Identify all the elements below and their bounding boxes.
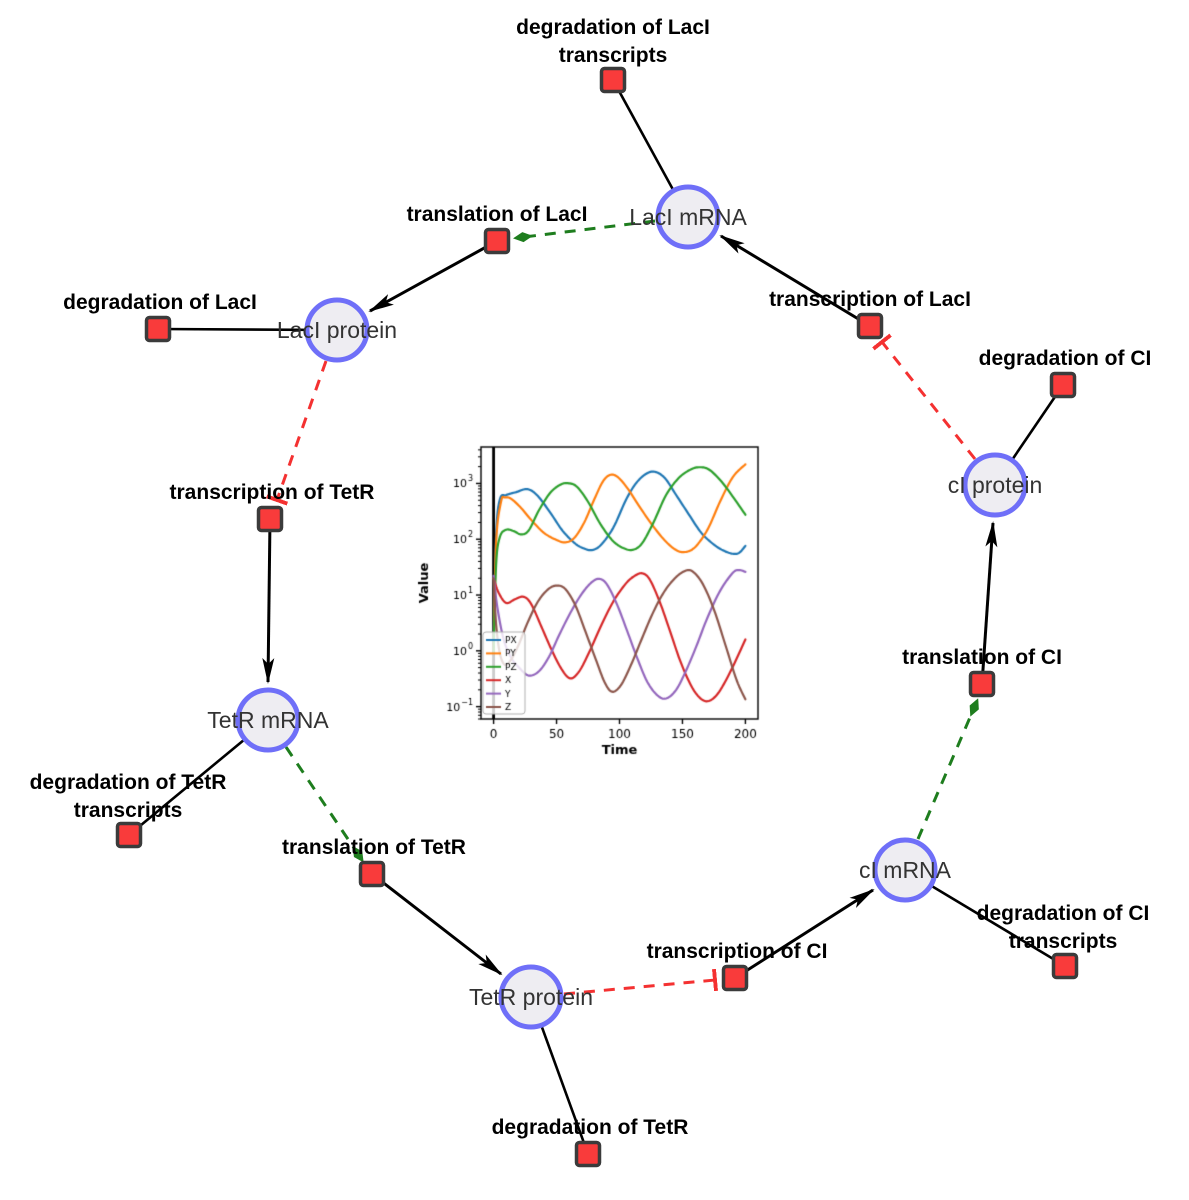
reaction-node-deg-ci[interactable] [1049,371,1077,399]
reaction-node-translation-tetr[interactable] [358,860,386,888]
species-label-laci-mrna: LacI mRNA [629,204,747,230]
reaction-node-deg-ci-transcripts[interactable] [1051,952,1079,980]
edge-tetrmrna-modifies-translation [284,746,364,863]
reaction-node-deg-laci[interactable] [144,315,172,343]
species-label-ci-protein: cI protein [948,472,1043,498]
reaction-label-deg-tetr: degradation of TetR [492,1116,689,1139]
reaction-label-transcription-tetr: transcription of TetR [170,481,375,504]
reaction-label-deg-ci-transcripts-line2: transcripts [1009,930,1118,953]
edge-transcription-tetr-to-mrna [262,518,275,684]
reaction-label-deg-ci-transcripts-line1: degradation of CI [977,902,1150,925]
reaction-label-deg-ci: degradation of CI [979,347,1152,370]
species-label-tetr-mrna: TetR mRNA [207,707,329,733]
reaction-label-translation-tetr: translation of TetR [282,836,466,859]
reaction-node-transcription-ci[interactable] [721,964,749,992]
species-label-laci-protein: LacI protein [277,317,397,343]
edge-transcription-ci-to-mrna [734,888,875,980]
edge-ciprotein-inhibits-transcription-laci [872,333,977,460]
species-node-tetr-protein[interactable] [498,964,564,1030]
reaction-label-deg-tetr-transcripts-line1: degradation of TetR [30,771,227,794]
species-node-laci-protein[interactable] [304,297,370,363]
species-node-ci-mrna[interactable] [872,837,938,903]
reaction-label-deg-laci-transcripts-line1: degradation of LacI [516,16,710,39]
edge-transcription-laci-to-mrna [719,234,871,328]
reaction-label-deg-laci-transcripts-line2: transcripts [559,44,668,67]
reaction-label-translation-ci: translation of CI [902,646,1062,669]
reaction-label-deg-tetr-transcripts-line2: transcripts [74,799,183,822]
reaction-label-deg-laci: degradation of LacI [63,291,257,314]
reaction-node-transcription-tetr[interactable] [256,505,284,533]
species-label-tetr-protein: TetR protein [469,984,593,1010]
edge-lacimrna-modifies-translation [513,219,656,243]
edge-laciprotein-inhibits-transcription-tetr [265,360,328,506]
reaction-node-deg-tetr-transcripts[interactable] [115,821,143,849]
reaction-node-deg-tetr[interactable] [574,1140,602,1168]
reaction-node-transcription-laci[interactable] [856,312,884,340]
reaction-node-deg-laci-transcripts[interactable] [599,66,627,94]
reaction-label-translation-laci: translation of LacI [407,203,588,226]
species-node-tetr-mrna[interactable] [235,687,301,753]
edge-tetrprotein-inhibits-transcription-ci [563,968,719,996]
reaction-label-transcription-ci: transcription of CI [647,940,828,963]
reaction-node-translation-laci[interactable] [483,227,511,255]
edge-translation-laci-to-protein [368,239,498,313]
edge-cimrna-modifies-translation [916,698,979,840]
species-node-ci-protein[interactable] [962,452,1028,518]
species-node-laci-mrna[interactable] [655,184,721,250]
reaction-node-translation-ci[interactable] [968,670,996,698]
reaction-label-transcription-laci: transcription of LacI [769,288,971,311]
simulation-timeseries-plot [415,423,775,768]
species-label-ci-mrna: cI mRNA [859,857,952,883]
edge-translation-tetr-to-protein [371,872,503,976]
edge-translation-ci-to-protein [980,521,998,685]
